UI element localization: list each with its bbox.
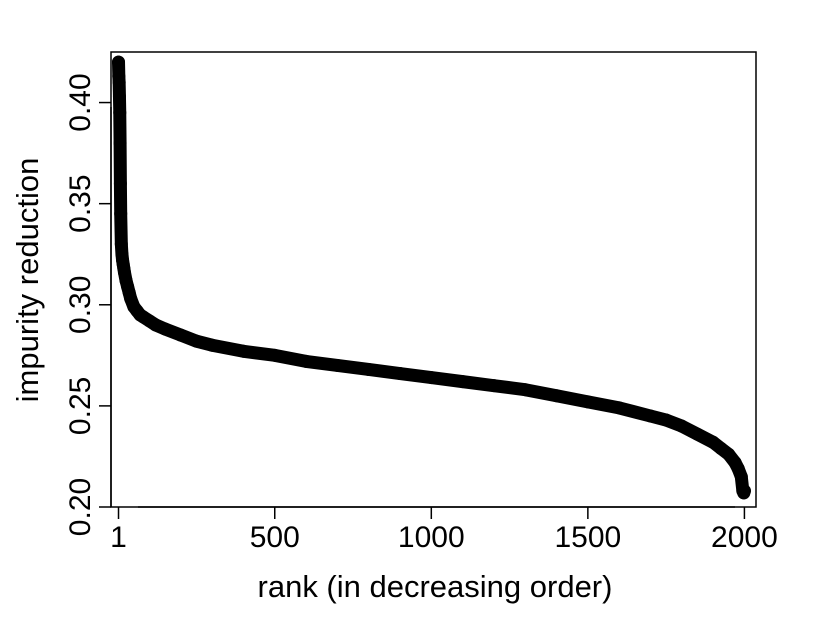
data-point — [158, 322, 172, 336]
data-point — [737, 484, 751, 498]
data-point — [113, 106, 127, 120]
data-point — [659, 413, 673, 427]
data-point — [487, 379, 501, 393]
y-tick-label: 0.25 — [64, 377, 97, 435]
data-point — [112, 55, 126, 69]
data-point — [299, 354, 313, 368]
y-tick-label: 0.35 — [64, 174, 97, 232]
data-point — [643, 409, 657, 423]
data-point — [690, 427, 704, 441]
data-point — [330, 358, 344, 372]
x-axis: 1 500 1000 1500 2000 — [110, 506, 778, 554]
data-point — [112, 75, 126, 89]
data-point — [112, 89, 126, 103]
data-point — [734, 470, 748, 484]
data-point — [205, 338, 219, 352]
data-point — [612, 401, 626, 415]
point-trace — [112, 55, 751, 500]
y-axis: 0.20 0.25 0.30 0.35 0.40 — [64, 73, 112, 536]
x-tick-label: 2000 — [711, 521, 778, 554]
data-point — [518, 383, 532, 397]
data-point — [114, 207, 128, 221]
x-tick-label: 1 — [110, 521, 127, 554]
data-point — [456, 375, 470, 389]
data-point — [113, 136, 127, 150]
data-point — [581, 395, 595, 409]
y-tick-label: 0.40 — [64, 73, 97, 131]
data-point — [236, 344, 250, 358]
data-point — [362, 362, 376, 376]
data-point — [114, 237, 128, 251]
y-tick-label: 0.30 — [64, 276, 97, 334]
y-tick-label: 0.20 — [64, 478, 97, 536]
data-point — [113, 176, 127, 190]
data-point — [550, 389, 564, 403]
y-axis-title: impurity reduction — [10, 158, 45, 403]
x-tick-label: 500 — [250, 521, 300, 554]
x-tick-label: 1500 — [554, 521, 621, 554]
data-point — [268, 348, 282, 362]
plot-frame — [110, 51, 757, 508]
x-axis-title: rank (in decreasing order) — [258, 569, 613, 604]
data-point — [189, 334, 203, 348]
data-point — [675, 419, 689, 433]
x-tick-label: 1000 — [398, 521, 465, 554]
data-point — [393, 367, 407, 381]
data-points — [112, 55, 751, 500]
data-point — [424, 371, 438, 385]
data-point — [174, 328, 188, 342]
